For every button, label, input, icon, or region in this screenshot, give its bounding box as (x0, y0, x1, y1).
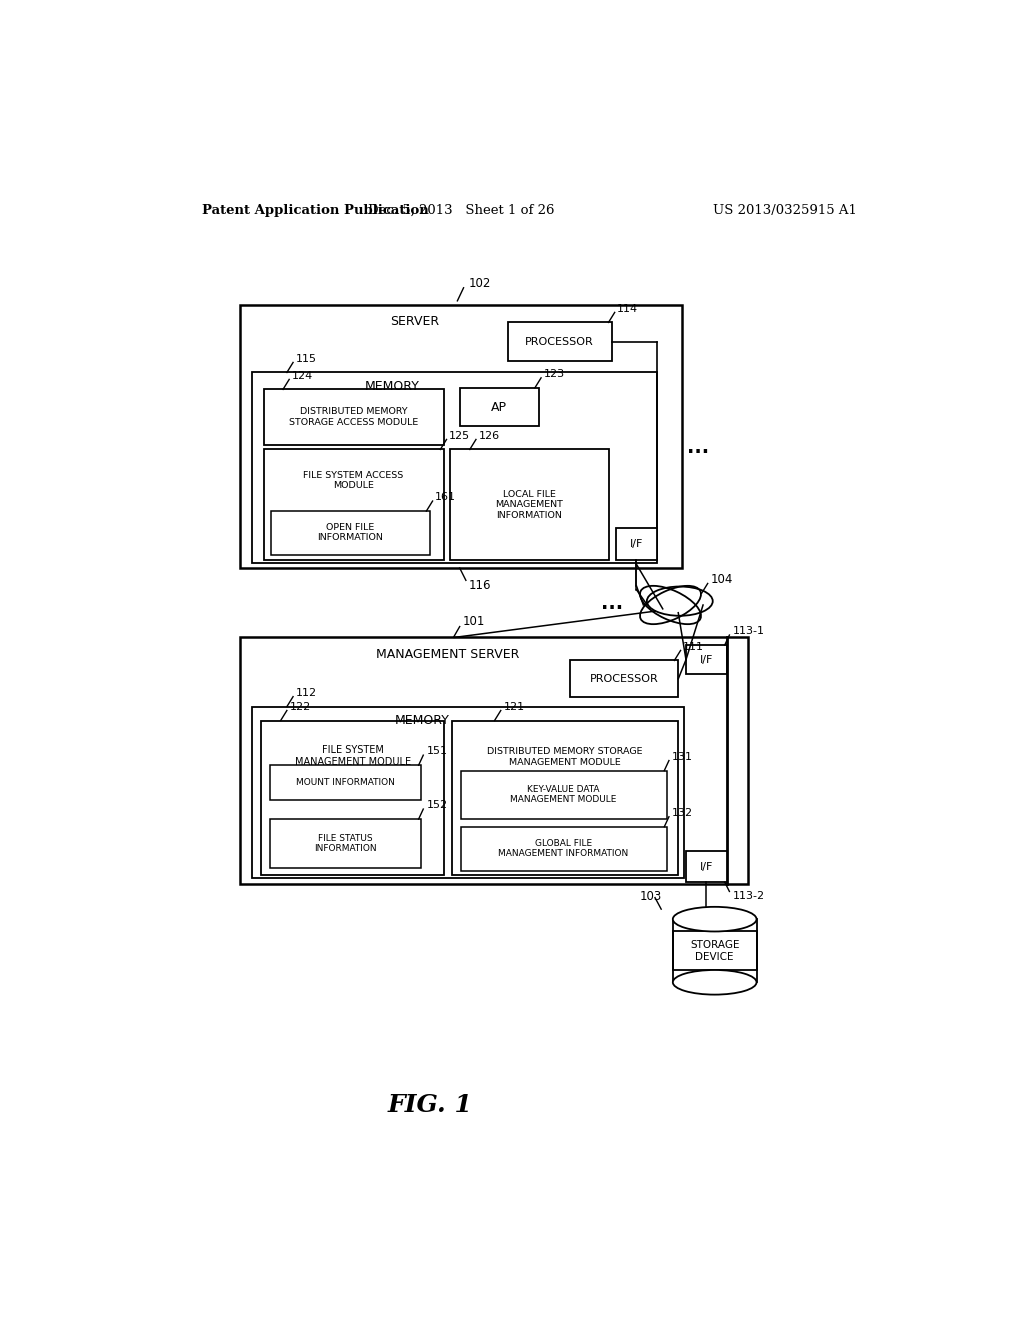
Text: 102: 102 (469, 277, 492, 289)
Text: SERVER: SERVER (390, 315, 439, 329)
Bar (241, 638, 748, 884)
Text: FILE STATUS
INFORMATION: FILE STATUS INFORMATION (313, 834, 376, 854)
Text: GLOBAL FILE
MANAGEMENT INFORMATION: GLOBAL FILE MANAGEMENT INFORMATION (499, 838, 629, 858)
Bar (271, 511, 430, 554)
Bar (270, 766, 421, 800)
Text: FILE SYSTEM
MANAGEMENT MODULE: FILE SYSTEM MANAGEMENT MODULE (295, 744, 411, 767)
Text: Patent Application Publication: Patent Application Publication (202, 205, 428, 218)
Ellipse shape (673, 907, 757, 932)
Bar (616, 528, 656, 561)
Text: 151: 151 (426, 746, 447, 756)
Bar (460, 388, 539, 426)
Text: DISTRIBUTED MEMORY
STORAGE ACCESS MODULE: DISTRIBUTED MEMORY STORAGE ACCESS MODULE (289, 408, 418, 426)
Text: ...: ... (686, 438, 709, 457)
Text: 101: 101 (463, 615, 485, 628)
Text: MANAGEMENT SERVER: MANAGEMENT SERVER (376, 648, 519, 661)
Text: I/F: I/F (699, 655, 713, 665)
Text: 161: 161 (435, 492, 456, 502)
Text: KEY-VALUE DATA
MANAGEMENT MODULE: KEY-VALUE DATA MANAGEMENT MODULE (510, 784, 616, 804)
Text: 115: 115 (296, 354, 317, 363)
Bar (508, 322, 612, 360)
Text: AP: AP (492, 400, 507, 413)
Text: 111: 111 (683, 642, 703, 652)
Bar (461, 826, 667, 871)
Bar (673, 932, 757, 970)
Text: 104: 104 (711, 573, 733, 586)
Bar (270, 818, 421, 869)
Text: 124: 124 (292, 371, 313, 380)
Text: STORAGE
DEVICE: STORAGE DEVICE (690, 940, 739, 961)
Text: I/F: I/F (699, 862, 713, 871)
Bar (452, 721, 678, 875)
Text: 112: 112 (296, 688, 317, 698)
Text: US 2013/0325915 A1: US 2013/0325915 A1 (713, 205, 856, 218)
Text: MOUNT INFORMATION: MOUNT INFORMATION (296, 777, 394, 787)
Bar (263, 389, 444, 445)
Bar (451, 450, 608, 561)
Text: DISTRIBUTED MEMORY STORAGE
MANAGEMENT MODULE: DISTRIBUTED MEMORY STORAGE MANAGEMENT MO… (487, 747, 643, 767)
Text: PROCESSOR: PROCESSOR (590, 675, 658, 684)
Text: Dec. 5, 2013   Sheet 1 of 26: Dec. 5, 2013 Sheet 1 of 26 (368, 205, 555, 218)
Text: LOCAL FILE
MANAGEMENT
INFORMATION: LOCAL FILE MANAGEMENT INFORMATION (496, 490, 563, 520)
Bar (461, 771, 667, 818)
Text: I/F: I/F (630, 539, 643, 549)
Text: FIG. 1: FIG. 1 (388, 1093, 473, 1118)
Text: 121: 121 (504, 702, 525, 711)
Bar (241, 305, 682, 568)
Text: 103: 103 (640, 890, 662, 903)
Bar (686, 645, 727, 675)
Ellipse shape (673, 970, 757, 995)
Bar (252, 706, 684, 878)
Text: 131: 131 (672, 751, 693, 762)
Text: 125: 125 (449, 430, 470, 441)
Text: MEMORY: MEMORY (365, 380, 420, 393)
Text: 116: 116 (469, 579, 492, 593)
Text: 113-2: 113-2 (732, 891, 765, 902)
Text: OPEN FILE
INFORMATION: OPEN FILE INFORMATION (317, 523, 383, 543)
Text: 122: 122 (290, 702, 311, 711)
Bar (261, 721, 444, 875)
Text: 123: 123 (544, 370, 564, 379)
Text: 132: 132 (672, 808, 693, 818)
Text: PROCESSOR: PROCESSOR (525, 337, 594, 347)
Text: MEMORY: MEMORY (394, 714, 450, 727)
Text: ...: ... (601, 594, 624, 612)
Bar (263, 450, 444, 561)
Bar (569, 660, 678, 697)
Text: 152: 152 (426, 800, 447, 810)
Text: 114: 114 (617, 304, 638, 314)
Text: 113-1: 113-1 (732, 626, 765, 636)
Bar (686, 851, 727, 882)
Text: FILE SYSTEM ACCESS
MODULE: FILE SYSTEM ACCESS MODULE (303, 471, 403, 491)
Text: 126: 126 (479, 430, 500, 441)
Bar (252, 372, 656, 562)
